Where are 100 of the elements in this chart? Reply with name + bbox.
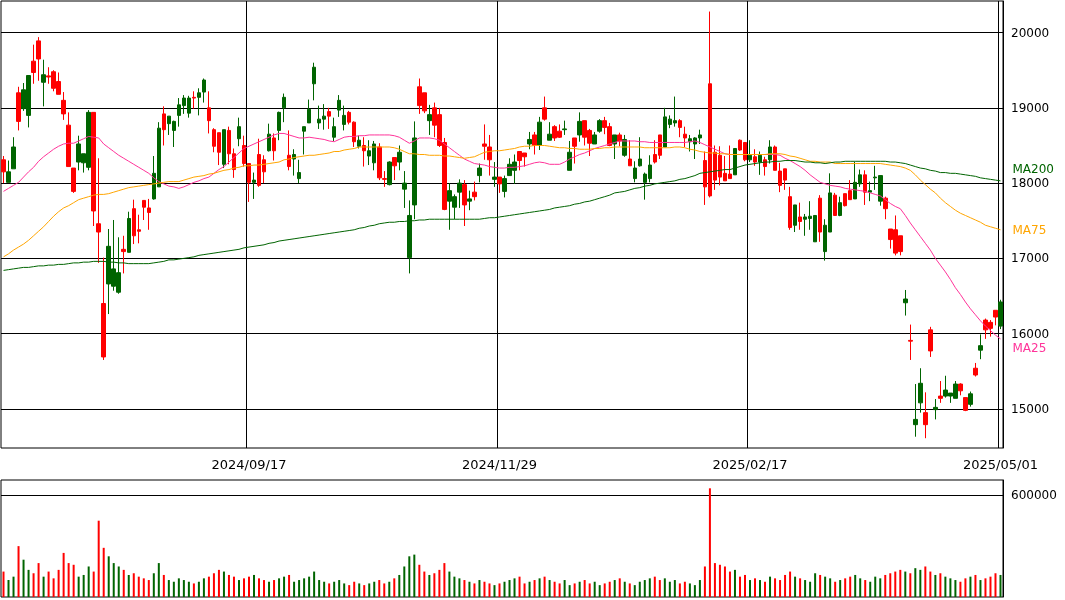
bar [318, 580, 321, 597]
candlestick [282, 93, 286, 123]
bar [303, 578, 306, 597]
bar [764, 581, 767, 597]
bar [648, 578, 651, 597]
bar [708, 488, 711, 597]
candlestick [527, 131, 532, 150]
bar [638, 581, 641, 597]
candlestick [382, 170, 387, 188]
bar [92, 571, 95, 597]
bar [187, 581, 190, 597]
bar [278, 578, 281, 597]
bar [869, 581, 872, 597]
candlestick [467, 190, 472, 211]
bar [934, 574, 937, 597]
candlestick [327, 107, 331, 130]
bar [12, 576, 15, 597]
bar [904, 571, 907, 597]
bar [142, 578, 145, 597]
candlestick [292, 148, 296, 177]
bar [844, 578, 847, 597]
candlestick [567, 140, 572, 171]
bar [954, 580, 957, 597]
bar [824, 576, 827, 597]
bar [733, 569, 736, 597]
bar [463, 580, 466, 597]
bar [784, 574, 787, 597]
bar [72, 564, 75, 597]
bar [974, 574, 977, 597]
bar [859, 578, 862, 597]
bar [794, 576, 797, 597]
candlestick [633, 160, 637, 183]
bar [353, 581, 356, 597]
bar [433, 573, 436, 597]
candlestick [918, 367, 923, 414]
bar [929, 571, 932, 597]
bar [273, 580, 276, 597]
candlestick [908, 324, 913, 361]
candlestick [472, 181, 477, 201]
bar [488, 583, 491, 597]
candlestick [272, 132, 276, 162]
bar [839, 580, 842, 597]
candlestick [537, 116, 542, 151]
bar [548, 580, 551, 597]
bar [67, 563, 70, 597]
bar [358, 583, 361, 597]
bar [804, 580, 807, 597]
bar [749, 580, 751, 597]
bar [663, 578, 666, 597]
bar [899, 569, 902, 597]
candlestick [833, 192, 837, 216]
bar [814, 573, 817, 597]
candlestick [207, 90, 211, 134]
candlestick [993, 309, 998, 326]
candlestick [963, 397, 968, 412]
bar [603, 583, 606, 597]
bar [408, 556, 411, 597]
bar [819, 574, 822, 597]
bar [167, 580, 170, 597]
candlestick [277, 111, 281, 141]
candlestick [748, 139, 752, 163]
bar [132, 573, 135, 597]
bar [263, 580, 266, 597]
bar [759, 580, 762, 597]
bar [864, 580, 867, 597]
bar [774, 578, 777, 597]
candlestick [312, 62, 316, 101]
bar [849, 576, 852, 597]
bar [328, 583, 331, 597]
bar [999, 574, 1002, 597]
bar [698, 580, 701, 597]
bar [202, 578, 205, 597]
bar [283, 576, 286, 597]
bar [693, 585, 696, 597]
candlestick [638, 136, 642, 168]
candlestick [297, 159, 301, 184]
x-tick-label: 2025/02/17 [712, 457, 788, 472]
candlestick [818, 194, 822, 243]
candlestick [121, 235, 126, 274]
series-label: MA200 [1012, 162, 1054, 177]
bar [718, 564, 721, 597]
series-label: MA25 [1012, 340, 1047, 355]
bar [27, 569, 30, 597]
bar [32, 573, 35, 597]
bar [743, 574, 746, 597]
bar [313, 571, 316, 597]
candlestick [342, 105, 346, 131]
candlestick [868, 181, 872, 202]
bar [212, 573, 215, 597]
candlestick [377, 142, 382, 181]
bar [538, 578, 541, 597]
bar [754, 578, 757, 597]
candlestick [91, 111, 96, 227]
line-series [3, 144, 1001, 258]
bar [122, 569, 125, 597]
bar [583, 580, 586, 597]
bar [368, 583, 371, 597]
bar [939, 573, 942, 597]
bar [909, 573, 912, 597]
bar [919, 569, 922, 597]
